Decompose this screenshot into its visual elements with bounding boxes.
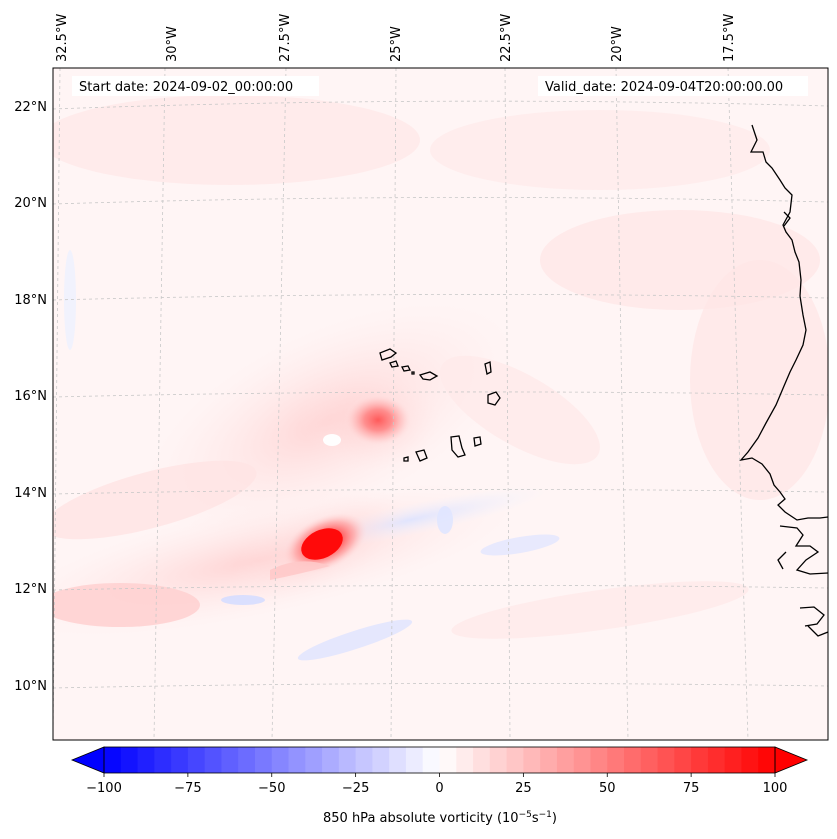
colorbar-segment (707, 747, 726, 773)
colorbar-segment (221, 747, 239, 773)
colorbar-segment (104, 747, 122, 773)
lat-label: 16°N (14, 389, 47, 404)
lat-label: 22°N (14, 100, 47, 115)
colorbar-segment (171, 747, 189, 773)
colorbar-segment (137, 747, 155, 773)
colorbar-segment (640, 747, 659, 773)
lat-label: 10°N (14, 679, 47, 694)
colorbar-segment (741, 747, 759, 773)
map-frame (52, 67, 829, 741)
start-date-label: Start date: 2024-09-02_00:00:00 (79, 80, 293, 95)
colorbar-tick-label: 100 (763, 781, 788, 796)
colorbar-segment (355, 747, 373, 773)
colorbar-tick-label: 75 (683, 781, 700, 796)
colorbar-segment (254, 747, 273, 773)
colorbar-segment (657, 747, 675, 773)
colorbar: −100 −75 −50 −25 0 25 50 75 100 850 hPa absolute… (70, 746, 809, 826)
colorbar-tick-label: −75 (174, 781, 201, 796)
colorbar-segment (540, 747, 558, 773)
colorbar-segment (439, 747, 457, 773)
colorbar-tick-label: 25 (515, 781, 532, 796)
lon-label: 25°W (389, 26, 404, 62)
lon-label: 22.5°W (499, 14, 514, 62)
colorbar-segment (305, 747, 323, 773)
colorbar-segment (573, 747, 591, 773)
colorbar-segment (506, 747, 524, 773)
colorbar-segments (104, 747, 776, 773)
lon-label: 20°W (610, 26, 625, 62)
colorbar-segment (204, 747, 222, 773)
coastline (379, 124, 828, 637)
lon-label: 17.5°W (722, 14, 737, 62)
colorbar-segment (607, 747, 625, 773)
lat-label: 20°N (14, 196, 47, 211)
lat-label: 12°N (14, 582, 47, 597)
colorbar-segment (338, 747, 357, 773)
colorbar-segment (271, 747, 290, 773)
colorbar-tick-label: 0 (435, 781, 443, 796)
lat-label: 14°N (14, 486, 47, 501)
colorbar-segment (154, 747, 172, 773)
colorbar-segment (288, 747, 306, 773)
gridlines (53, 68, 828, 740)
colorbar-segment (187, 747, 206, 773)
colorbar-tick-label: −50 (258, 781, 285, 796)
colorbar-segment (389, 747, 407, 773)
colorbar-segment (456, 747, 474, 773)
colorbar-segment (120, 747, 139, 773)
colorbar-segment (322, 747, 340, 773)
lon-label: 27.5°W (278, 14, 293, 62)
lon-label: 30°W (165, 26, 180, 62)
lon-label: 32.5°W (55, 14, 70, 62)
colorbar-segment (691, 747, 709, 773)
colorbar-segment (523, 747, 541, 773)
colorbar-segment (758, 747, 776, 773)
colorbar-segment (405, 747, 424, 773)
colorbar-segment (372, 747, 390, 773)
colorbar-segment (473, 747, 491, 773)
longitude-labels: 32.5°W 30°W 27.5°W 25°W 22.5°W 20°W 17.5… (55, 14, 737, 62)
lat-label: 18°N (14, 293, 47, 308)
colorbar-extend-min (70, 746, 105, 774)
colorbar-tick-label: −100 (86, 781, 122, 796)
colorbar-extend-max (774, 746, 809, 774)
vorticity-field (53, 68, 828, 740)
latitude-labels: 22°N 20°N 18°N 16°N 14°N 12°N 10°N (14, 100, 47, 694)
colorbar-segment (724, 747, 742, 773)
colorbar-label: 850 hPa absolute vorticity (10−5s−1) (323, 810, 557, 826)
colorbar-segment (674, 747, 692, 773)
colorbar-segment (556, 747, 575, 773)
colorbar-segment (489, 747, 508, 773)
colorbar-tick-label: −25 (342, 781, 369, 796)
colorbar-segment (624, 747, 642, 773)
valid-date-label: Valid_date: 2024-09-04T20:00:00.00 (545, 80, 783, 95)
colorbar-segment (422, 747, 440, 773)
colorbar-segment (238, 747, 256, 773)
colorbar-tick-label: 50 (599, 781, 616, 796)
colorbar-segment (590, 747, 608, 773)
colorbar-ticks: −100 −75 −50 −25 0 25 50 75 100 (86, 773, 787, 796)
